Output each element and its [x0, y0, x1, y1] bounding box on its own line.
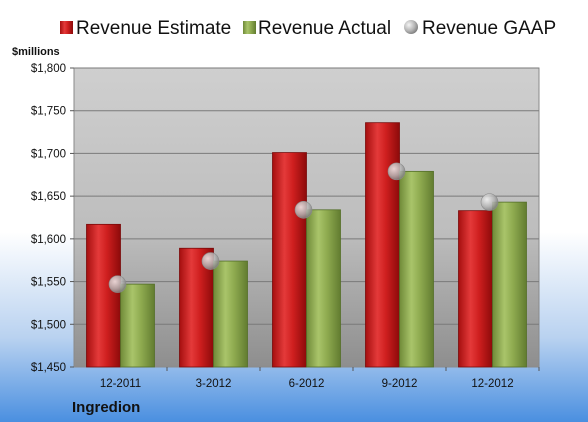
bar-revenue-actual	[306, 209, 341, 368]
bar-revenue-estimate	[272, 152, 307, 368]
marker-revenue-gaap	[108, 275, 127, 293]
legend-marker-gaap	[404, 20, 418, 34]
marker-revenue-gaap	[387, 162, 406, 181]
legend-swatch-estimate	[60, 21, 73, 34]
y-tick-label: $1,650	[31, 191, 66, 203]
legend: Revenue Estimate Revenue Actual Revenue …	[60, 18, 556, 39]
marker-revenue-gaap	[294, 201, 313, 219]
marker-revenue-gaap	[480, 193, 499, 211]
legend-label-estimate: Revenue Estimate	[76, 18, 231, 39]
x-category-label: 6-2012	[289, 378, 325, 390]
unit-label: $millions	[12, 46, 60, 58]
marker-revenue-gaap	[201, 252, 220, 270]
x-category-label: 12-2011	[100, 378, 141, 390]
legend-item-gaap[interactable]: Revenue GAAP	[404, 18, 556, 39]
gaap-markers	[108, 162, 499, 293]
y-tick-label: $1,550	[31, 277, 66, 289]
bar-revenue-actual	[213, 260, 248, 368]
legend-label-actual: Revenue Actual	[258, 18, 391, 39]
y-tick-label: $1,700	[31, 148, 66, 160]
bar-revenue-estimate	[86, 223, 121, 368]
y-axis-ticks: $1,450 $1,500 $1,550 $1,600 $1,650 $1,700 $1,7…	[31, 63, 74, 374]
y-tick-label: $1,500	[31, 319, 66, 331]
legend-item-estimate[interactable]: Revenue Estimate	[60, 18, 231, 39]
bar-revenue-actual	[492, 201, 527, 368]
bars	[86, 122, 527, 368]
bar-revenue-estimate	[458, 210, 493, 368]
legend-label-gaap: Revenue GAAP	[422, 18, 556, 39]
x-axis-categories: 12-2011 3-2012 6-2012 9-2012 12-2012	[100, 367, 540, 390]
company-label: Ingredion	[72, 399, 140, 416]
legend-swatch-actual	[243, 21, 256, 34]
bar-revenue-estimate	[365, 122, 400, 368]
x-category-label: 9-2012	[382, 378, 418, 390]
y-tick-label: $1,450	[31, 362, 66, 374]
bar-revenue-actual	[120, 283, 155, 368]
y-tick-label: $1,600	[31, 234, 66, 246]
bar-revenue-actual	[399, 170, 434, 368]
x-category-label: 12-2012	[471, 378, 513, 390]
x-category-label: 3-2012	[196, 378, 232, 390]
y-tick-label: $1,800	[31, 63, 66, 75]
y-tick-label: $1,750	[31, 106, 66, 118]
legend-item-actual[interactable]: Revenue Actual	[243, 18, 391, 39]
